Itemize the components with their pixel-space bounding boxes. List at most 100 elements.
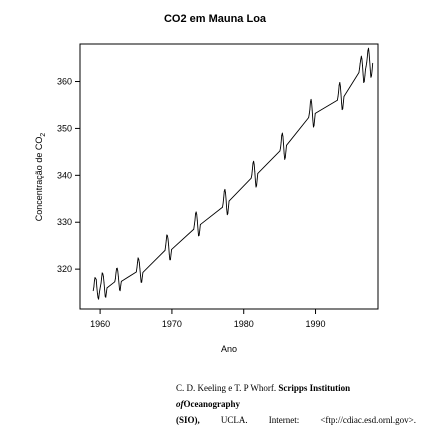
caption-internet: Internet: [268, 415, 300, 425]
data-point [361, 58, 363, 60]
data-point [311, 110, 313, 111]
y-axis-label: Concentração de CO2 [34, 133, 47, 222]
data-point [340, 93, 342, 95]
data-point [140, 275, 141, 277]
data-point [281, 135, 283, 136]
data-point [308, 117, 310, 119]
data-point [337, 96, 339, 97]
x-tick-label: 1990 [306, 319, 326, 329]
data-point [282, 136, 284, 137]
data-point [366, 61, 368, 63]
data-point [194, 219, 196, 221]
data-point [371, 75, 372, 77]
data-point [311, 102, 313, 104]
data-point [313, 125, 315, 127]
x-tick-label: 1980 [234, 319, 254, 329]
data-point [226, 208, 228, 210]
data-point [170, 253, 172, 255]
data-point [280, 147, 281, 149]
data-point [141, 281, 143, 283]
data-point [139, 268, 141, 270]
data-point [283, 143, 284, 145]
data-point [119, 289, 120, 291]
caption-url[interactable]: <ftp://cdiac.esd.ornl.gov>. [320, 415, 416, 425]
data-point [343, 96, 345, 97]
data-point [170, 259, 171, 261]
source-caption: C. D. Keeling e T. P Whorf. Scripps Inst… [176, 380, 416, 428]
data-point [97, 293, 98, 294]
co2-data-points [92, 47, 374, 300]
data-point [117, 270, 119, 272]
data-point [253, 164, 255, 165]
data-point [103, 281, 105, 283]
data-point [137, 257, 139, 259]
data-point [168, 244, 170, 246]
data-point [199, 229, 201, 231]
data-point [140, 281, 142, 283]
data-point [285, 150, 287, 152]
y-tick-label: 340 [57, 170, 72, 180]
y-tick-label: 360 [57, 77, 72, 87]
co2-chart: CO2 em Mauna Loa 1960 1970 1980 1990 320 330… [34, 13, 379, 354]
data-point [367, 50, 369, 51]
data-point [310, 101, 311, 103]
data-point [223, 190, 225, 192]
data-point [115, 278, 116, 279]
data-point [104, 295, 106, 297]
data-point [225, 192, 226, 194]
data-point [98, 293, 100, 294]
data-point [227, 212, 229, 214]
data-point [120, 284, 122, 286]
data-point [99, 289, 101, 291]
x-tick-label: 1960 [90, 319, 110, 329]
data-point [364, 75, 366, 76]
data-point [369, 69, 371, 71]
data-point [95, 279, 97, 280]
data-point [106, 291, 107, 293]
data-point [365, 66, 367, 67]
data-point [224, 189, 226, 190]
chart-title: CO2 em Mauna Loa [164, 13, 267, 25]
data-point [370, 76, 372, 78]
x-tick-label: 1970 [162, 319, 182, 329]
caption-sio: (SIO), [176, 415, 200, 425]
data-point [252, 162, 254, 164]
data-point [135, 271, 137, 273]
y-tick-label: 320 [57, 264, 72, 274]
data-point [198, 234, 200, 236]
data-point [257, 173, 259, 174]
data-point [256, 185, 257, 187]
data-point [116, 267, 118, 269]
data-point [96, 286, 98, 288]
caption-of: of [176, 399, 184, 409]
caption-line-2: (SIO), UCLA. Internet: <ftp://cdiac.esd.… [176, 412, 416, 428]
data-point [137, 262, 138, 263]
data-point [196, 220, 198, 222]
data-point [93, 286, 95, 288]
data-point [308, 113, 310, 115]
plot-frame [79, 43, 379, 310]
data-point [164, 249, 166, 251]
data-point [100, 282, 102, 284]
data-point [142, 272, 144, 273]
caption-authors: C. D. Keeling e T. P Whorf. [176, 383, 277, 393]
data-point [284, 157, 286, 158]
data-point [97, 297, 99, 299]
data-point [253, 160, 255, 162]
data-point [309, 109, 311, 111]
data-point [198, 235, 199, 237]
y-axis: 320 330 340 350 360 [57, 77, 80, 274]
data-point [114, 281, 116, 283]
data-point [341, 102, 342, 104]
data-point [250, 177, 252, 179]
data-point [167, 238, 169, 240]
data-point [101, 277, 103, 279]
data-point [169, 259, 171, 261]
data-point [197, 228, 199, 230]
data-point [116, 268, 117, 270]
data-point [115, 272, 117, 274]
data-point [283, 153, 285, 155]
data-point [136, 267, 138, 269]
data-point [341, 109, 343, 111]
data-point [359, 67, 360, 69]
